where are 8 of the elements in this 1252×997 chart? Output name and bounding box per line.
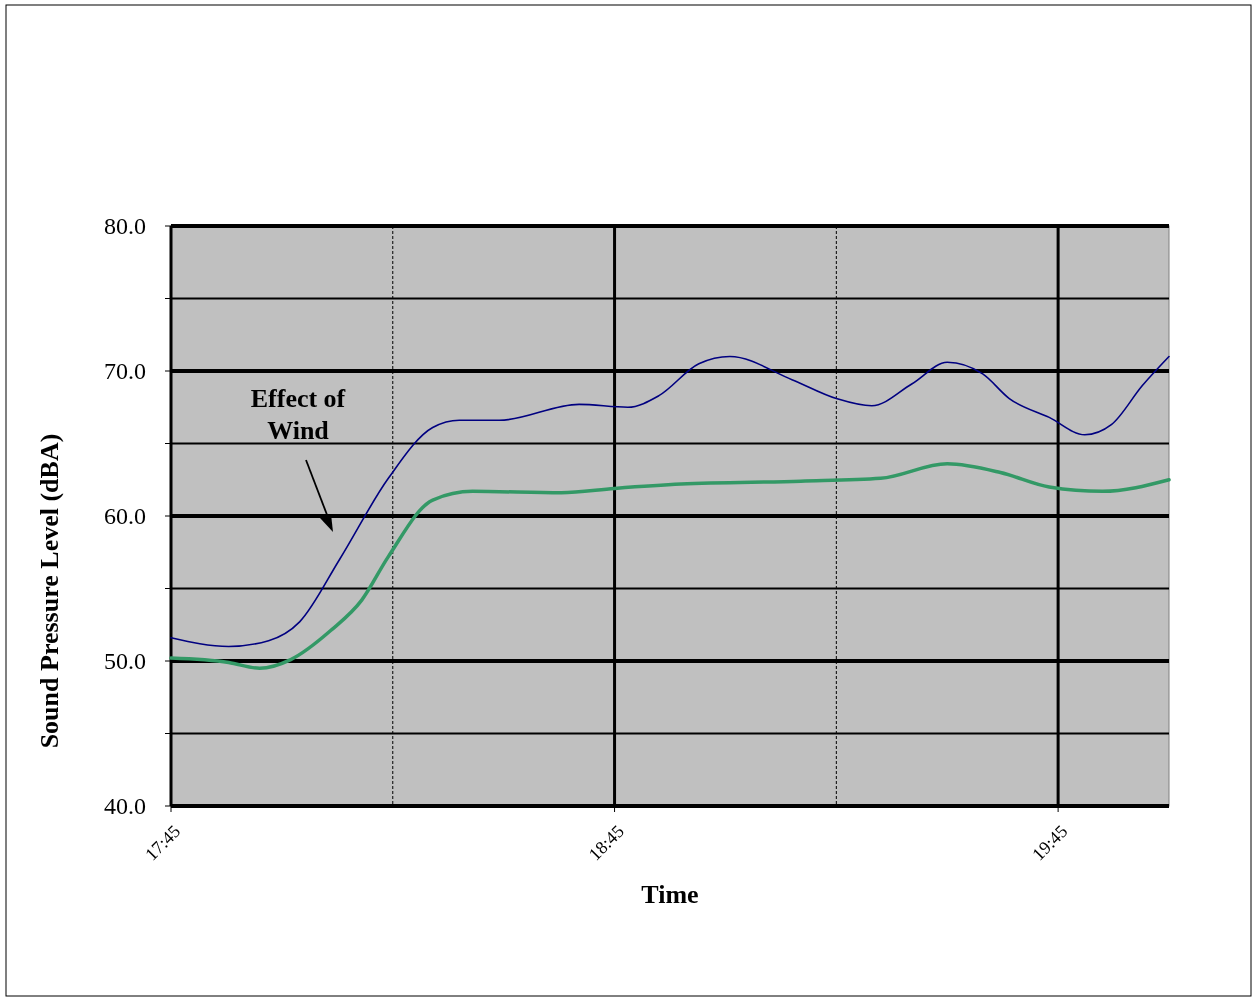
- annotation: Effect of Wind: [250, 384, 346, 445]
- y-axis-title: Sound Pressure Level (dBA): [35, 433, 64, 749]
- y-tick-label: 80.0: [104, 213, 146, 240]
- y-tick-label: 50.0: [104, 648, 146, 675]
- y-tick-label: 70.0: [104, 358, 146, 385]
- y-tick-label: 60.0: [104, 503, 146, 530]
- y-tick-label: 40.0: [104, 793, 146, 820]
- x-axis-title: Time: [641, 880, 699, 909]
